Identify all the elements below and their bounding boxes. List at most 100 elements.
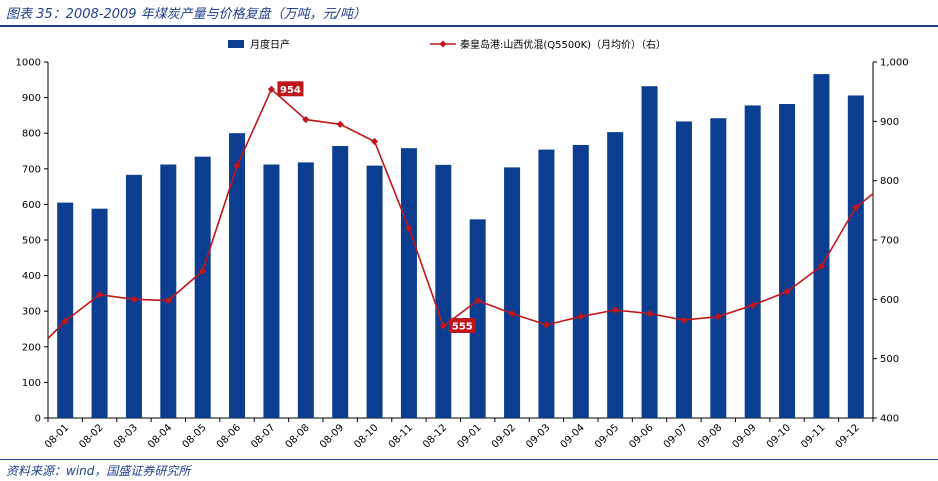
bar xyxy=(607,132,624,418)
line-point xyxy=(199,267,207,275)
line-point xyxy=(61,317,69,325)
title-rule xyxy=(0,25,938,27)
line-point xyxy=(508,309,516,318)
x-tick-label: 09-05 xyxy=(593,422,621,450)
x-tick-label: 09-01 xyxy=(455,422,483,450)
bar-series xyxy=(57,74,864,419)
left-tick-label: 1000 xyxy=(16,58,41,69)
callout-label: 954 xyxy=(280,85,301,96)
x-tick-label: 08-11 xyxy=(387,422,415,450)
bar xyxy=(297,162,314,418)
line-point xyxy=(302,115,310,124)
line-path xyxy=(47,87,874,340)
x-tick-label: 09-03 xyxy=(524,422,552,450)
line-point xyxy=(714,312,722,321)
left-tick-label: 600 xyxy=(22,200,41,211)
legend-bar-swatch xyxy=(228,40,244,48)
line-point xyxy=(611,306,619,314)
x-tick-label: 09-11 xyxy=(799,422,827,450)
bar xyxy=(504,167,521,418)
left-tick-label: 800 xyxy=(22,129,41,140)
bar xyxy=(572,144,589,418)
line-point xyxy=(542,321,551,329)
right-tick-label: 1,000 xyxy=(880,58,909,69)
left-tick-label: 0 xyxy=(35,414,41,425)
x-tick-label: 09-02 xyxy=(490,422,518,450)
right-tick-label: 800 xyxy=(880,176,899,187)
line-point xyxy=(680,316,688,324)
x-tick-label: 08-08 xyxy=(284,422,312,450)
left-tick-label: 400 xyxy=(22,271,41,282)
x-tick-label: 08-07 xyxy=(249,422,277,450)
bar xyxy=(57,202,74,418)
chart-axes: 0 100 200 300 400 500 600 700 800 900 1000 400 500 60… xyxy=(16,58,909,451)
line-point xyxy=(336,120,344,128)
legend-line-marker xyxy=(439,40,447,48)
x-tick-label: 09-10 xyxy=(765,422,793,450)
bar xyxy=(710,118,727,419)
x-tick-label: 08-01 xyxy=(43,422,71,450)
bar xyxy=(744,105,761,418)
legend: 月度日产 秦皇岛港:山西优混(Q5500K)（月均价）（右） xyxy=(228,38,666,51)
bar xyxy=(675,121,692,419)
line-point xyxy=(405,224,413,232)
legend-line-label: 秦皇岛港:山西优混(Q5500K)（月均价）（右） xyxy=(460,38,666,51)
callouts: 954 555 xyxy=(277,81,476,334)
bar xyxy=(263,164,280,418)
callout-label: 555 xyxy=(452,322,473,333)
source-note: 资料来源：wind，国盛证券研究所 xyxy=(6,464,191,478)
x-tick-label: 09-07 xyxy=(662,422,690,450)
line-point xyxy=(852,203,860,211)
x-tick-label: 08-02 xyxy=(77,422,105,450)
left-tick-label: 900 xyxy=(22,93,41,104)
bar xyxy=(194,156,211,419)
left-tick-label: 500 xyxy=(22,236,41,247)
line-point xyxy=(645,309,654,318)
left-tick-label: 100 xyxy=(22,378,41,389)
line-point xyxy=(749,301,757,309)
right-tick-label: 700 xyxy=(880,236,899,247)
x-tick-label: 08-06 xyxy=(215,422,243,450)
x-tick-label: 09-06 xyxy=(627,422,655,450)
legend-bar-label: 月度日产 xyxy=(250,38,290,51)
line-point xyxy=(130,295,138,303)
bar xyxy=(366,165,383,418)
line-point xyxy=(439,322,447,330)
x-tick-label: 08-04 xyxy=(146,422,174,450)
bar xyxy=(538,149,555,418)
line-point xyxy=(783,288,791,296)
chart-title: 图表 35：2008-2009 年煤炭产量与价格复盘（万吨，元/吨） xyxy=(6,7,367,22)
bar xyxy=(641,86,658,418)
x-tick-label: 08-09 xyxy=(318,422,346,450)
left-tick-label: 300 xyxy=(22,307,41,318)
x-tick-label: 08-03 xyxy=(112,422,140,450)
left-tick-label: 700 xyxy=(22,164,41,175)
bar xyxy=(847,95,864,419)
bar xyxy=(813,74,830,418)
x-tick-label: 08-12 xyxy=(421,422,449,450)
x-tick-label: 08-10 xyxy=(352,422,380,450)
right-tick-label: 500 xyxy=(880,354,899,365)
bar xyxy=(469,219,486,418)
x-tick-label: 09-08 xyxy=(696,422,724,450)
line-point xyxy=(95,290,104,299)
line-point xyxy=(474,296,482,305)
bar xyxy=(91,208,108,418)
bar xyxy=(400,148,417,418)
line-point xyxy=(370,137,379,146)
bar xyxy=(160,164,177,418)
bar xyxy=(435,164,452,418)
bar xyxy=(229,133,246,418)
bar xyxy=(779,104,796,419)
line-point xyxy=(577,312,585,321)
right-tick-label: 900 xyxy=(880,117,899,128)
line-point xyxy=(233,162,241,170)
line-point xyxy=(267,85,276,93)
x-tick-label: 08-05 xyxy=(180,422,208,450)
source-rule xyxy=(0,459,938,460)
callout-box xyxy=(449,318,476,334)
bar xyxy=(332,146,349,418)
callout-box xyxy=(277,81,304,97)
left-tick-label: 200 xyxy=(22,342,41,353)
chart: 0 100 200 300 400 500 600 700 800 900 1000 400 500 60… xyxy=(16,38,909,451)
